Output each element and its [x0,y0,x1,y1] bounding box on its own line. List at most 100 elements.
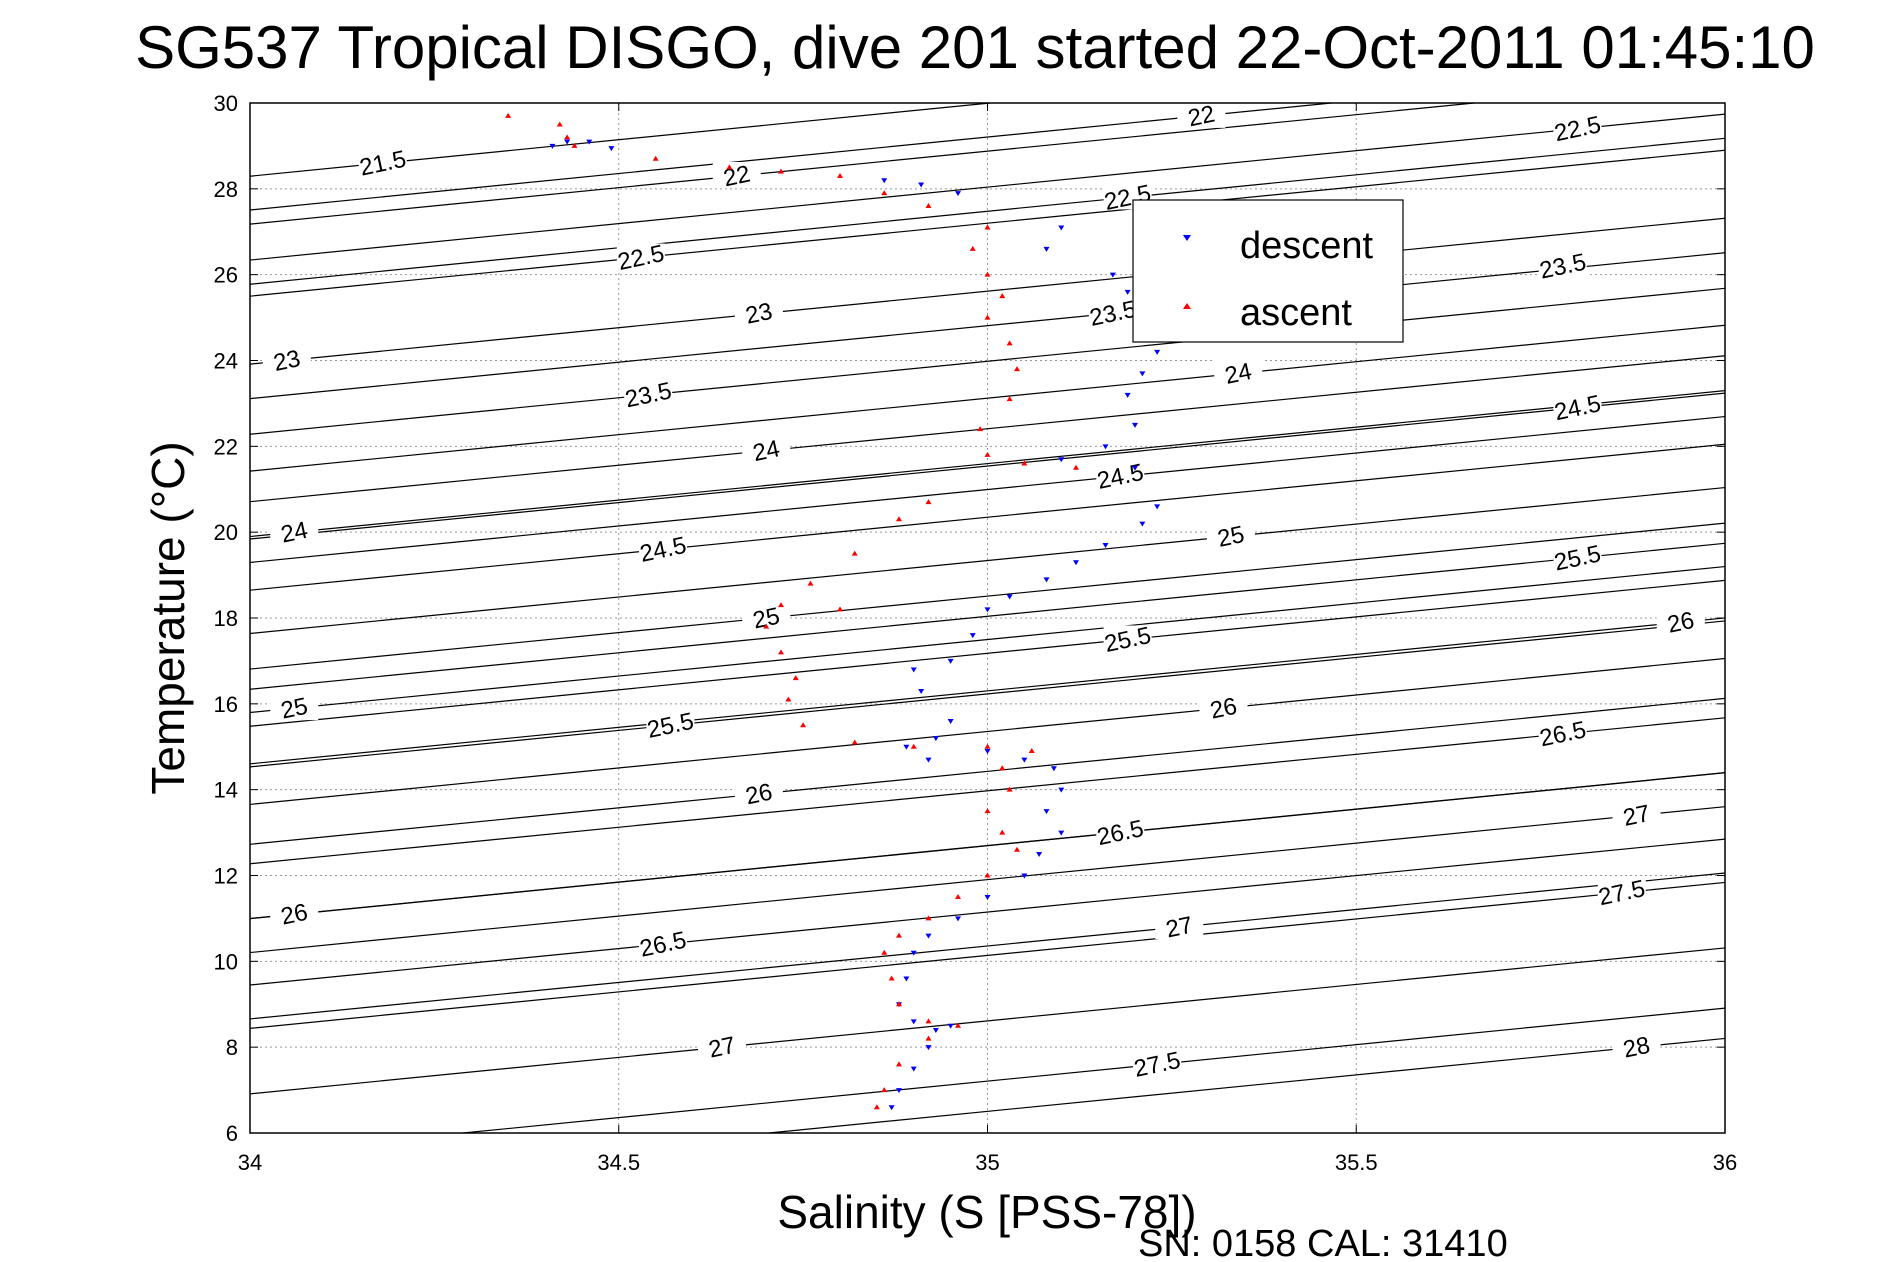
y-tick-label: 16 [214,692,238,717]
ascent-point [984,314,991,320]
contour-label-bg [1177,101,1226,128]
contour-label-bg [1656,608,1705,635]
descent-point [955,916,961,922]
ascent-point [999,765,1006,771]
contour-label: 25 [750,603,782,635]
ascent-point [925,1035,932,1041]
contour-label-bg [358,149,407,176]
density-contour [249,392,1726,540]
descent-point [888,1105,895,1111]
ascent-point [785,696,792,702]
descent-point [1058,457,1065,463]
density-contour [249,617,1726,765]
ascent-point [984,271,991,277]
density-contour [249,287,1726,435]
density-contour [249,137,1726,285]
contour-label: 26 [743,778,775,810]
contour-label: 26 [1665,607,1697,639]
ascent-point [1006,340,1013,346]
x-axis-label: Salinity (S [PSS-78]) [777,1186,1196,1238]
density-contour [249,415,1726,564]
contour-label-bg [639,930,687,957]
density-contour [249,772,1726,920]
descent-point [984,894,991,900]
y-tick-label: 26 [214,263,238,288]
descent-point [1058,787,1065,793]
descent-point [903,744,910,750]
ascent-point [792,675,799,681]
density-contour [249,355,1726,503]
contour-label-bg [1133,1050,1182,1077]
ascent-point [925,499,932,505]
contour-label-bg [1612,801,1661,828]
contour-label-bg [1206,522,1255,549]
ascent-point [925,203,932,208]
y-tick-label: 12 [214,864,238,889]
descent-point [1058,830,1065,836]
density-contour [249,542,1726,690]
ascent-point [896,1061,902,1067]
ascent-point [881,190,888,196]
y-tick-label: 28 [214,177,238,202]
descent-point [1102,444,1109,450]
density-contour [249,390,1726,538]
descent-point [1102,543,1109,549]
descent-point [955,191,961,197]
density-contour [249,872,1726,1020]
ascent-point [896,516,902,522]
descent-point [1036,852,1043,858]
descent-point [925,757,932,763]
ascent-point [896,932,902,938]
contour-label-bg [734,779,783,806]
ascent-point [726,164,733,170]
contour-label-bg [1612,1033,1661,1060]
contour-label-bg [270,518,319,545]
x-tick-label: 34 [238,1150,262,1175]
descent-point [1132,465,1138,471]
descent-point [925,1045,932,1051]
contour-label: 26 [1208,693,1240,725]
contour-label-bg [624,380,673,407]
density-contour [249,324,1726,472]
descent-point [947,1023,954,1029]
x-tick-label: 36 [1713,1150,1737,1175]
data-series [505,112,1161,1111]
ascent-point [851,550,858,556]
contour-label-bg [616,243,665,270]
serial-cal-footer: SN: 0158 CAL: 31410 [1138,1223,1508,1262]
density-contour [249,102,1475,225]
ascent-point [571,142,578,148]
descent-point [564,139,571,145]
ascent-point [977,426,984,432]
density-contour [462,1007,1726,1134]
contour-label-bg [712,161,761,188]
ascent-point [652,155,659,161]
descent-point [1154,349,1161,355]
descent-point [932,1028,939,1033]
ascent-point [881,949,888,955]
contour-label: 24 [750,435,782,467]
density-contour [249,579,1726,727]
descent-point [1109,272,1116,278]
ascent-point [1014,366,1020,372]
ascent-point [969,245,976,251]
contour-label-bg [1088,299,1137,326]
descent-point [932,736,939,742]
density-contour [249,252,1726,400]
descent-point [947,658,954,664]
contour-label-bg [646,711,695,738]
ascent-point [984,224,991,230]
contour-label: 28 [1621,1032,1653,1064]
y-tick-label: 14 [214,778,238,803]
density-contour [768,1037,1726,1134]
descent-point [608,146,615,152]
density-contour [249,522,1726,670]
legend: descent ascent [1132,199,1404,343]
ascent-point [1014,846,1020,852]
density-contour [249,620,1726,768]
density-contour [249,217,1726,365]
contour-label-bg [1597,878,1646,905]
contour-label: 26 [278,899,310,931]
density-contour [249,717,1726,865]
contour-label: 25 [1215,521,1247,553]
